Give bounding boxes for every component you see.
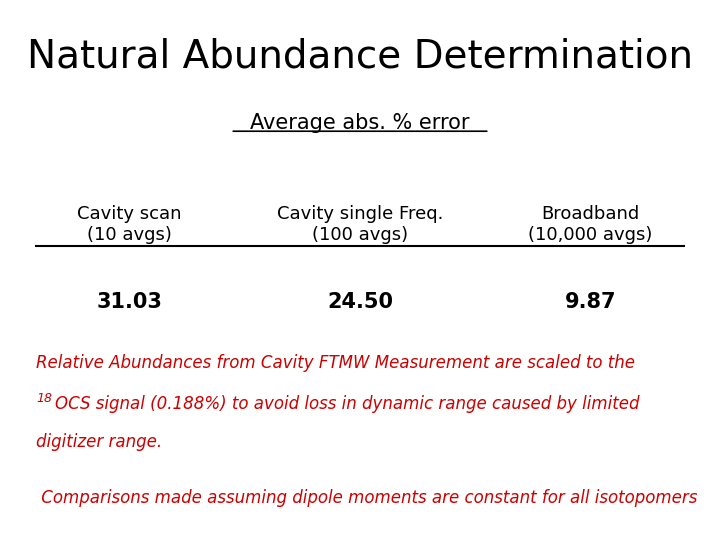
Text: Natural Abundance Determination: Natural Abundance Determination (27, 38, 693, 76)
Text: Average abs. % error: Average abs. % error (251, 113, 469, 133)
Text: Relative Abundances from Cavity FTMW Measurement are scaled to the: Relative Abundances from Cavity FTMW Mea… (36, 354, 635, 372)
Text: Comparisons made assuming dipole moments are constant for all isotopomers: Comparisons made assuming dipole moments… (36, 489, 698, 507)
Text: 18: 18 (36, 392, 52, 404)
Text: 31.03: 31.03 (96, 292, 163, 312)
Text: digitizer range.: digitizer range. (36, 433, 162, 451)
Text: 9.87: 9.87 (564, 292, 616, 312)
Text: OCS signal (0.188%) to avoid loss in dynamic range caused by limited: OCS signal (0.188%) to avoid loss in dyn… (55, 395, 640, 413)
Text: Cavity single Freq.
(100 avgs): Cavity single Freq. (100 avgs) (276, 205, 444, 244)
Text: 24.50: 24.50 (327, 292, 393, 312)
Text: Broadband
(10,000 avgs): Broadband (10,000 avgs) (528, 205, 652, 244)
Text: Cavity scan
(10 avgs): Cavity scan (10 avgs) (77, 205, 182, 244)
